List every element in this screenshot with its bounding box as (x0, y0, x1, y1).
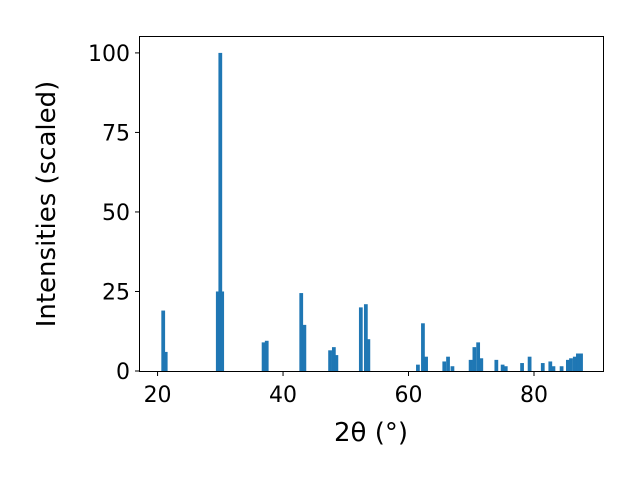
bar (576, 353, 580, 371)
bar (218, 52, 223, 372)
bar (442, 361, 447, 371)
bar (421, 323, 425, 371)
x-tick-label: 40 (269, 383, 297, 408)
plot-frame (139, 36, 604, 372)
bars-layer (161, 52, 583, 372)
bar (366, 339, 371, 371)
bar (450, 366, 455, 371)
bar (358, 307, 363, 371)
bar (264, 340, 269, 371)
bar (424, 356, 428, 371)
bar (548, 361, 553, 371)
bar (494, 359, 499, 371)
x-tick-label: 20 (144, 383, 172, 408)
y-tick-label: 25 (102, 280, 130, 305)
bar (331, 347, 336, 371)
x-axis-label: 2θ (°) (334, 418, 408, 448)
x-axis-ticks: 20 40 60 80 (144, 371, 548, 408)
x-tick-label: 60 (395, 383, 423, 408)
bar (551, 366, 556, 371)
bar (559, 366, 564, 371)
bar (161, 310, 166, 371)
y-axis-ticks: 0 25 50 75 100 (88, 42, 140, 385)
y-tick-label: 50 (102, 201, 130, 226)
bar (572, 356, 577, 371)
bar (261, 342, 266, 371)
x-tick-label: 80 (520, 383, 548, 408)
bar (446, 356, 450, 371)
bar (472, 347, 477, 371)
bar (569, 358, 573, 371)
bar (527, 356, 532, 371)
y-tick-label: 0 (116, 360, 130, 385)
bar (163, 351, 168, 371)
y-tick-label: 100 (88, 42, 130, 67)
bar (500, 364, 505, 371)
bar (215, 291, 220, 371)
bar (503, 366, 508, 371)
y-axis-label: Intensities (scaled) (32, 81, 62, 328)
bar (299, 293, 304, 371)
bar (416, 364, 420, 371)
bar (302, 324, 307, 371)
bar (363, 304, 368, 371)
bar (565, 359, 570, 371)
bar (220, 291, 225, 371)
bar (579, 353, 583, 371)
bar (468, 359, 473, 371)
bar (540, 363, 545, 371)
y-tick-label: 75 (102, 121, 130, 146)
bar (328, 350, 332, 371)
bar (334, 355, 339, 371)
bar (520, 363, 524, 371)
bar (479, 358, 484, 371)
bar (476, 342, 481, 371)
